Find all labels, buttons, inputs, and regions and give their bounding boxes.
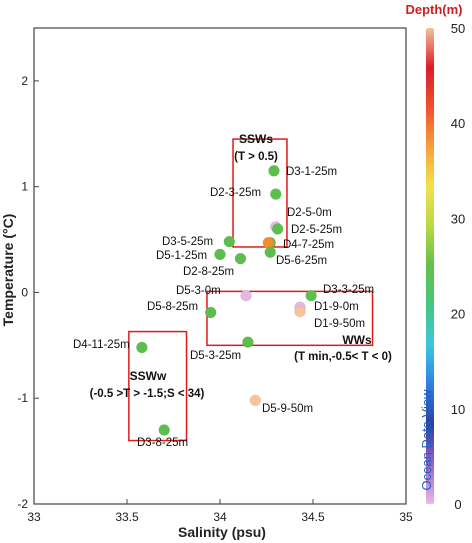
axis-ticks: 33 33.5 34 34.5 35 -2 -1 0 1 2: [17, 74, 413, 524]
ssws-annotation-condition: (T > 0.5): [234, 151, 278, 163]
point-label: D2-3-25m: [210, 187, 261, 199]
x-tick-label: 34: [213, 510, 227, 524]
point-label: D3-1-25m: [286, 166, 337, 178]
point-label: D1-9-0m: [314, 301, 359, 313]
x-tick-label: 35: [399, 510, 413, 524]
y-axis-label: Temperature (°C): [0, 214, 16, 327]
wws-annotation-title: WWs: [342, 333, 372, 347]
data-point: [223, 235, 236, 248]
point-label: D5-3-0m: [176, 285, 221, 297]
point-labels: D3-1-25m D2-3-25m D2-5-0m D2-5-25m D3-5-25m D…: [73, 166, 374, 449]
point-label: D2-5-25m: [291, 224, 342, 236]
ssww-annotation-condition: (-0.5 >T > -1.5;S < 34): [90, 388, 205, 400]
point-label: D1-9-50m: [314, 318, 365, 330]
colorbar-gradient: [426, 28, 434, 504]
data-point: [242, 336, 254, 348]
data-point: [204, 306, 217, 319]
ssww-box: [128, 330, 188, 442]
point-label: D5-1-25m: [156, 250, 207, 262]
colorbar-tick-label: 50: [451, 21, 465, 36]
data-point: [268, 165, 280, 177]
x-axis-label: Salinity (psu): [178, 524, 266, 540]
water-mass-annotations: SSWs (T > 0.5) WWs (T min,-0.5< T < 0) SSWw (…: [90, 132, 392, 400]
water-mass-boxes: [128, 138, 374, 442]
data-point: [264, 246, 276, 258]
y-tick-label: -1: [17, 391, 28, 405]
y-tick-label: 1: [21, 180, 28, 194]
point-label: D4-7-25m: [283, 239, 334, 251]
ssws-annotation-title: SSWs: [239, 132, 273, 146]
data-point: [305, 289, 317, 302]
data-point: [294, 305, 306, 318]
data-point: [136, 341, 148, 354]
point-label: D5-9-50m: [262, 403, 313, 415]
data-points: [136, 165, 317, 436]
colorbar-tick-label: 10: [451, 402, 465, 417]
point-label: D5-6-25m: [276, 255, 327, 267]
data-point: [240, 289, 252, 302]
depth-colorbar: Depth(m) 0 10 20 30 40 50 Ocean Data View: [405, 2, 465, 512]
point-label: D5-8-25m: [147, 301, 198, 313]
point-label: D3-8-25m: [137, 437, 188, 449]
colorbar-tick-label: 40: [451, 116, 465, 131]
ssww-annotation-title: SSWw: [130, 369, 167, 383]
data-point: [271, 223, 284, 235]
data-point: [262, 236, 275, 249]
data-point: [234, 252, 247, 265]
colorbar-tick-label: 0: [454, 497, 461, 512]
point-label: D3-5-25m: [162, 236, 213, 248]
data-point: [158, 424, 170, 436]
point-label: D3-3-25m: [323, 284, 374, 296]
y-tick-label: 2: [21, 74, 28, 88]
point-label: D2-8-25m: [183, 266, 234, 278]
ssws-box: [232, 138, 288, 248]
colorbar-tick-label: 30: [451, 211, 465, 226]
x-tick-label: 33.5: [115, 510, 139, 524]
colorbar-side-label: Ocean Data View: [419, 389, 434, 491]
x-tick-label: 33: [27, 510, 41, 524]
wws-annotation-condition: (T min,-0.5< T < 0): [294, 351, 392, 363]
colorbar-title: Depth(m): [405, 2, 462, 17]
data-point: [270, 188, 282, 200]
y-tick-label: -2: [17, 497, 28, 511]
point-label: D4-11-25m: [73, 339, 130, 351]
data-point: [249, 394, 262, 407]
point-label: D2-5-0m: [287, 207, 332, 219]
data-point: [214, 248, 226, 261]
y-tick-label: 0: [21, 285, 28, 299]
wws-box: [206, 290, 374, 347]
colorbar-tick-label: 20: [451, 307, 465, 322]
x-tick-label: 34.5: [301, 510, 325, 524]
point-label: D5-3-25m: [190, 350, 241, 362]
